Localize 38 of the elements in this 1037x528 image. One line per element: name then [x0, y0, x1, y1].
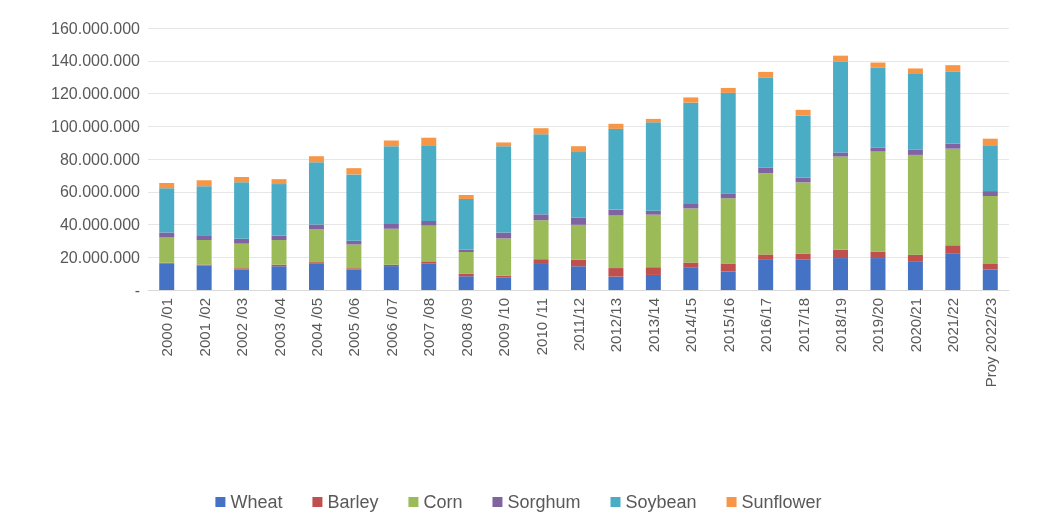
- x-tick-label: 2011/12: [570, 298, 587, 352]
- x-tick-label: 2018/19: [832, 298, 850, 353]
- legend-label: Wheat: [230, 492, 283, 512]
- legend-label: Sorghum: [507, 492, 581, 512]
- legend-label: Barley: [327, 492, 379, 512]
- x-tick-label: Proy 2022/23: [981, 298, 999, 388]
- x-tick-label: 2019/20: [869, 298, 887, 353]
- x-tick-label: 2012/13: [607, 298, 625, 353]
- x-tick-label: 2001 /02: [195, 298, 213, 357]
- x-tick-label: 2017/18: [794, 298, 812, 353]
- x-tick-label: 2010 /11: [532, 298, 550, 356]
- x-tick-label: 2002 /03: [233, 298, 251, 357]
- y-tick-label: 120.000.000: [51, 85, 141, 102]
- y-tick-label: 60.000.000: [59, 183, 141, 201]
- x-tick-label: 2021/22: [944, 298, 962, 353]
- x-tick-label: 2003 /04: [270, 298, 288, 357]
- x-tick-label: 2014/15: [682, 298, 700, 353]
- x-tick-label: 2004 /05: [307, 298, 325, 357]
- legend-label: Sunflower: [741, 492, 822, 512]
- x-tick-label: 2007 /08: [420, 298, 438, 357]
- y-tick-label: -: [134, 281, 140, 299]
- x-tick-label: 2008 /09: [457, 298, 475, 357]
- x-tick-label: 2016/17: [757, 298, 775, 353]
- x-tick-label: 2013/14: [644, 298, 662, 353]
- y-tick-label: 40.000.000: [59, 216, 141, 233]
- x-tick-label: 2020/21: [906, 298, 924, 353]
- y-tick-label: 140.000.000: [51, 52, 141, 70]
- x-tick-label: 2015/16: [719, 298, 737, 353]
- y-tick-label: 20.000.000: [59, 248, 141, 266]
- y-tick-label: 80.000.000: [59, 150, 141, 168]
- y-tick-label: 100.000.000: [51, 117, 141, 135]
- x-tick-label: 2000 /01: [158, 298, 176, 357]
- x-tick-label: 2005 /06: [345, 298, 363, 357]
- x-tick-label: 2006 /07: [382, 298, 400, 357]
- legend-label: Soybean: [625, 492, 697, 512]
- legend-label: Corn: [423, 492, 463, 512]
- y-tick-label: 160.000.000: [51, 19, 141, 37]
- x-tick-label: 2009 /10: [495, 298, 513, 357]
